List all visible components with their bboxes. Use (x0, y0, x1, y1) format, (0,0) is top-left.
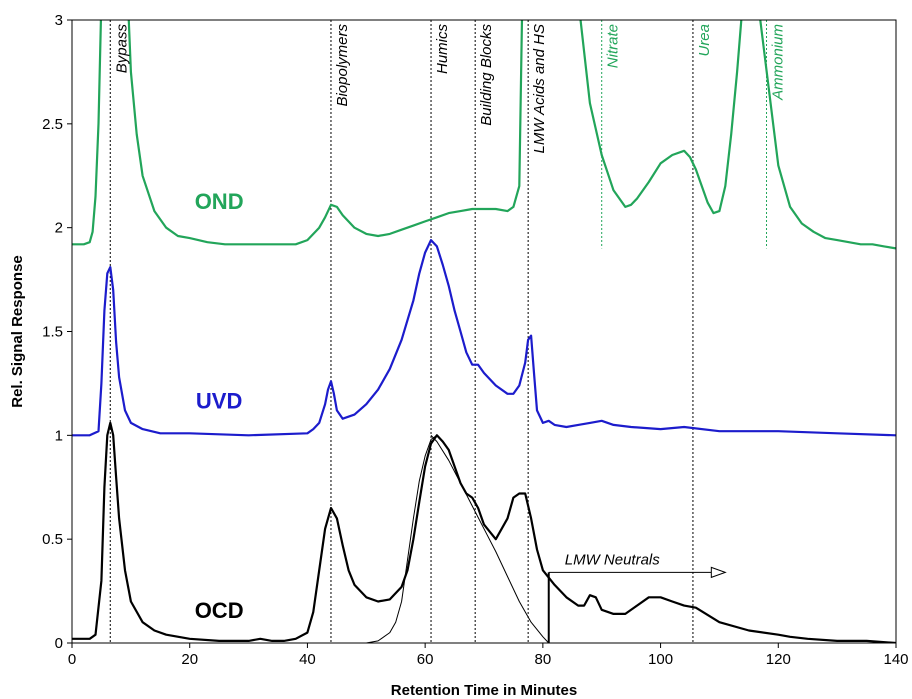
x-tick-label: 0 (68, 651, 76, 668)
ocd-fit-line-3 (354, 434, 438, 643)
annotation-arrow-head (710, 566, 727, 579)
y-tick-label: 0.5 (42, 531, 63, 548)
x-tick-label: 140 (883, 651, 908, 668)
series-label-ond: OND (195, 189, 244, 214)
series-label-uvd: UVD (196, 388, 242, 413)
x-tick-label: 20 (181, 651, 198, 668)
y-tick-label: 1 (55, 427, 63, 444)
series-ond (72, 20, 896, 250)
y-tick-label: 2 (55, 220, 63, 237)
x-axis-ticks: 0 20 40 60 80 100 120 140 (68, 643, 909, 668)
series-label-ocd: OCD (195, 598, 244, 623)
series-labels: OND UVD OCD (195, 189, 244, 623)
region-label-nitrate: Nitrate (605, 24, 622, 68)
region-label-building-blocks: Building Blocks (478, 24, 495, 126)
x-tick-label: 100 (648, 651, 673, 668)
series-uvd (72, 239, 896, 437)
y-axis-title: Rel. Signal Response (9, 255, 26, 408)
x-axis-title: Retention Time in Minutes (391, 682, 577, 699)
region-label-biopolymers: Biopolymers (334, 24, 351, 107)
series-lines (72, 20, 896, 643)
x-tick-label: 120 (766, 651, 791, 668)
region-label-urea: Urea (696, 24, 713, 57)
y-tick-label: 1.5 (42, 324, 63, 341)
series-ocd (72, 421, 896, 643)
lmw-neutrals-annotation: LMW Neutrals (548, 551, 727, 579)
annotation-text: LMW Neutrals (565, 551, 661, 568)
x-tick-label: 40 (299, 651, 316, 668)
y-tick-label: 3 (55, 12, 63, 29)
x-tick-label: 80 (535, 651, 552, 668)
region-labels: Bypass Biopolymers Humics Building Blocks LM… (113, 24, 786, 154)
x-tick-label: 60 (417, 651, 434, 668)
region-label-lmw-acids-and-hs: LMW Acids and HS (531, 24, 548, 154)
region-label-bypass: Bypass (113, 24, 130, 74)
region-label-ammonium: Ammonium (770, 24, 787, 101)
y-tick-label: 2.5 (42, 116, 63, 133)
ocd-fit-line-4 (430, 434, 550, 643)
y-axis-ticks: 0 0.5 1 1.5 2 2.5 3 (42, 12, 72, 652)
y-tick-label: 0 (55, 635, 63, 652)
region-label-humics: Humics (434, 24, 451, 75)
region-markers (109, 20, 768, 643)
